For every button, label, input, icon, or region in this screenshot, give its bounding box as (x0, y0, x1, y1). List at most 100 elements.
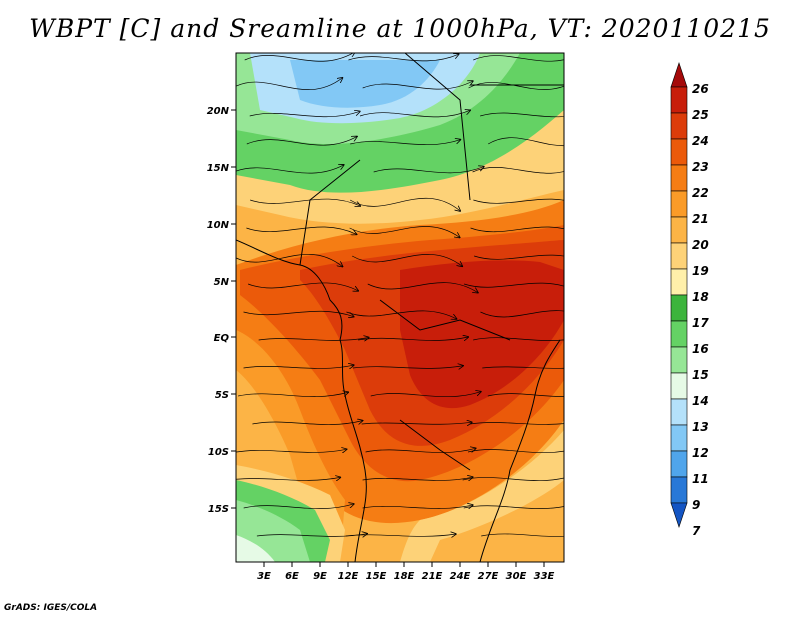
streamline (236, 449, 346, 452)
colorbar-label-24: 24 (692, 134, 709, 148)
streamline (362, 81, 473, 90)
colorbar-swatch (670, 112, 688, 140)
colorbar-label-25: 25 (692, 108, 709, 122)
colorbar-bottom-arrow (670, 502, 688, 528)
colorbar-label-16: 16 (692, 342, 709, 356)
map-title: WBPT [C] and Sreamline at 1000hPa, VT: 2… (29, 14, 771, 43)
lat-label-10s: 10S (208, 447, 229, 458)
lon-label-12e: 12E (338, 571, 359, 582)
colorbar-swatch (670, 476, 688, 504)
lat-label-15n: 15N (207, 163, 230, 174)
streamline (487, 137, 564, 147)
streamline (473, 198, 564, 204)
credit-text: GrADS: IGES/COLA (4, 603, 98, 613)
streamline (252, 421, 362, 425)
colorbar-label-21: 21 (692, 212, 709, 226)
colorbar-swatch (670, 398, 688, 426)
streamline (463, 282, 564, 288)
lon-label-27e: 27E (478, 571, 499, 582)
coastline-borders (236, 53, 564, 562)
streamline (482, 366, 564, 369)
colorbar-swatch (670, 268, 688, 296)
streamline (362, 477, 473, 480)
colorbar-label-12: 12 (692, 446, 709, 460)
streamline (236, 165, 344, 174)
colorbar-swatch (670, 320, 688, 348)
streamline (469, 422, 564, 425)
colorbar-swatch (670, 216, 688, 244)
streamline (238, 392, 348, 397)
streamline (365, 448, 476, 453)
streamline (243, 365, 354, 368)
streamline (349, 197, 460, 211)
streamlines (236, 53, 564, 537)
lon-label-30e: 30E (506, 571, 527, 582)
streamline (487, 393, 564, 397)
colorbar-label-19: 19 (692, 264, 709, 278)
lon-label-33e: 33E (534, 571, 555, 582)
streamline (246, 226, 356, 234)
streamline (463, 505, 564, 509)
colorbar-label-23: 23 (692, 160, 709, 174)
streamline (243, 310, 354, 316)
streamline (236, 78, 342, 90)
colorbar-label-13: 13 (692, 420, 709, 434)
streamline (345, 534, 456, 536)
streamline (351, 254, 462, 266)
colorbar-label-18: 18 (692, 290, 709, 304)
lat-label-eq: EQ (214, 333, 230, 344)
colorbar-label-11: 11 (692, 472, 709, 486)
streamline (244, 53, 355, 62)
colorbar-swatch (670, 294, 688, 322)
streamline (258, 337, 369, 340)
streamline (361, 422, 472, 424)
lat-label-10n: 10N (207, 220, 230, 231)
colorbar-label-15: 15 (692, 368, 709, 382)
colorbar-swatch (670, 242, 688, 270)
streamline (462, 477, 564, 482)
streamline (346, 310, 456, 319)
streamline (236, 253, 342, 266)
streamline (348, 54, 458, 62)
lat-label-20n: 20N (207, 106, 230, 117)
lon-label-18e: 18E (394, 571, 415, 582)
colorbar-swatch (670, 164, 688, 192)
streamline (359, 110, 470, 118)
streamline (250, 198, 360, 206)
streamline (246, 137, 357, 146)
colorbar-swatch (670, 450, 688, 478)
colorbar-swatch (670, 346, 688, 374)
latitude-axis: 20N 15N 10N 5N EQ 5S 10S 15S (207, 106, 236, 515)
streamline (467, 449, 564, 454)
streamline (473, 55, 564, 62)
colorbar-label-17: 17 (692, 316, 709, 330)
lon-label-21e: 21E (422, 571, 443, 582)
streamline (472, 167, 564, 174)
lon-label-3e: 3E (257, 571, 271, 582)
wbpt-shaded-field (236, 53, 564, 562)
streamline (470, 226, 564, 233)
streamline (249, 111, 360, 118)
colorbar-swatch (670, 190, 688, 218)
streamline (373, 167, 484, 174)
colorbar-label-7: 7 (692, 524, 701, 538)
colorbar-top-arrow (670, 62, 688, 88)
streamline (480, 310, 564, 318)
lon-label-15e: 15E (366, 571, 387, 582)
streamline (358, 337, 468, 340)
streamline (247, 282, 358, 291)
colorbar-swatch (670, 424, 688, 452)
colorbar: 26 25 24 23 22 21 20 19 18 17 16 15 14 1… (670, 62, 709, 538)
colorbar-label-22: 22 (692, 186, 709, 200)
streamline (350, 140, 460, 146)
map-frame (235, 52, 565, 563)
streamline (480, 112, 564, 118)
streamline (370, 392, 481, 398)
streamline (481, 533, 564, 537)
streamline (473, 337, 564, 341)
streamline (474, 254, 564, 260)
streamline (468, 82, 564, 90)
streamline (349, 226, 460, 237)
longitude-axis: 3E 6E 9E 12E 15E 18E 21E 24E 27E 30E 33E (257, 562, 555, 582)
